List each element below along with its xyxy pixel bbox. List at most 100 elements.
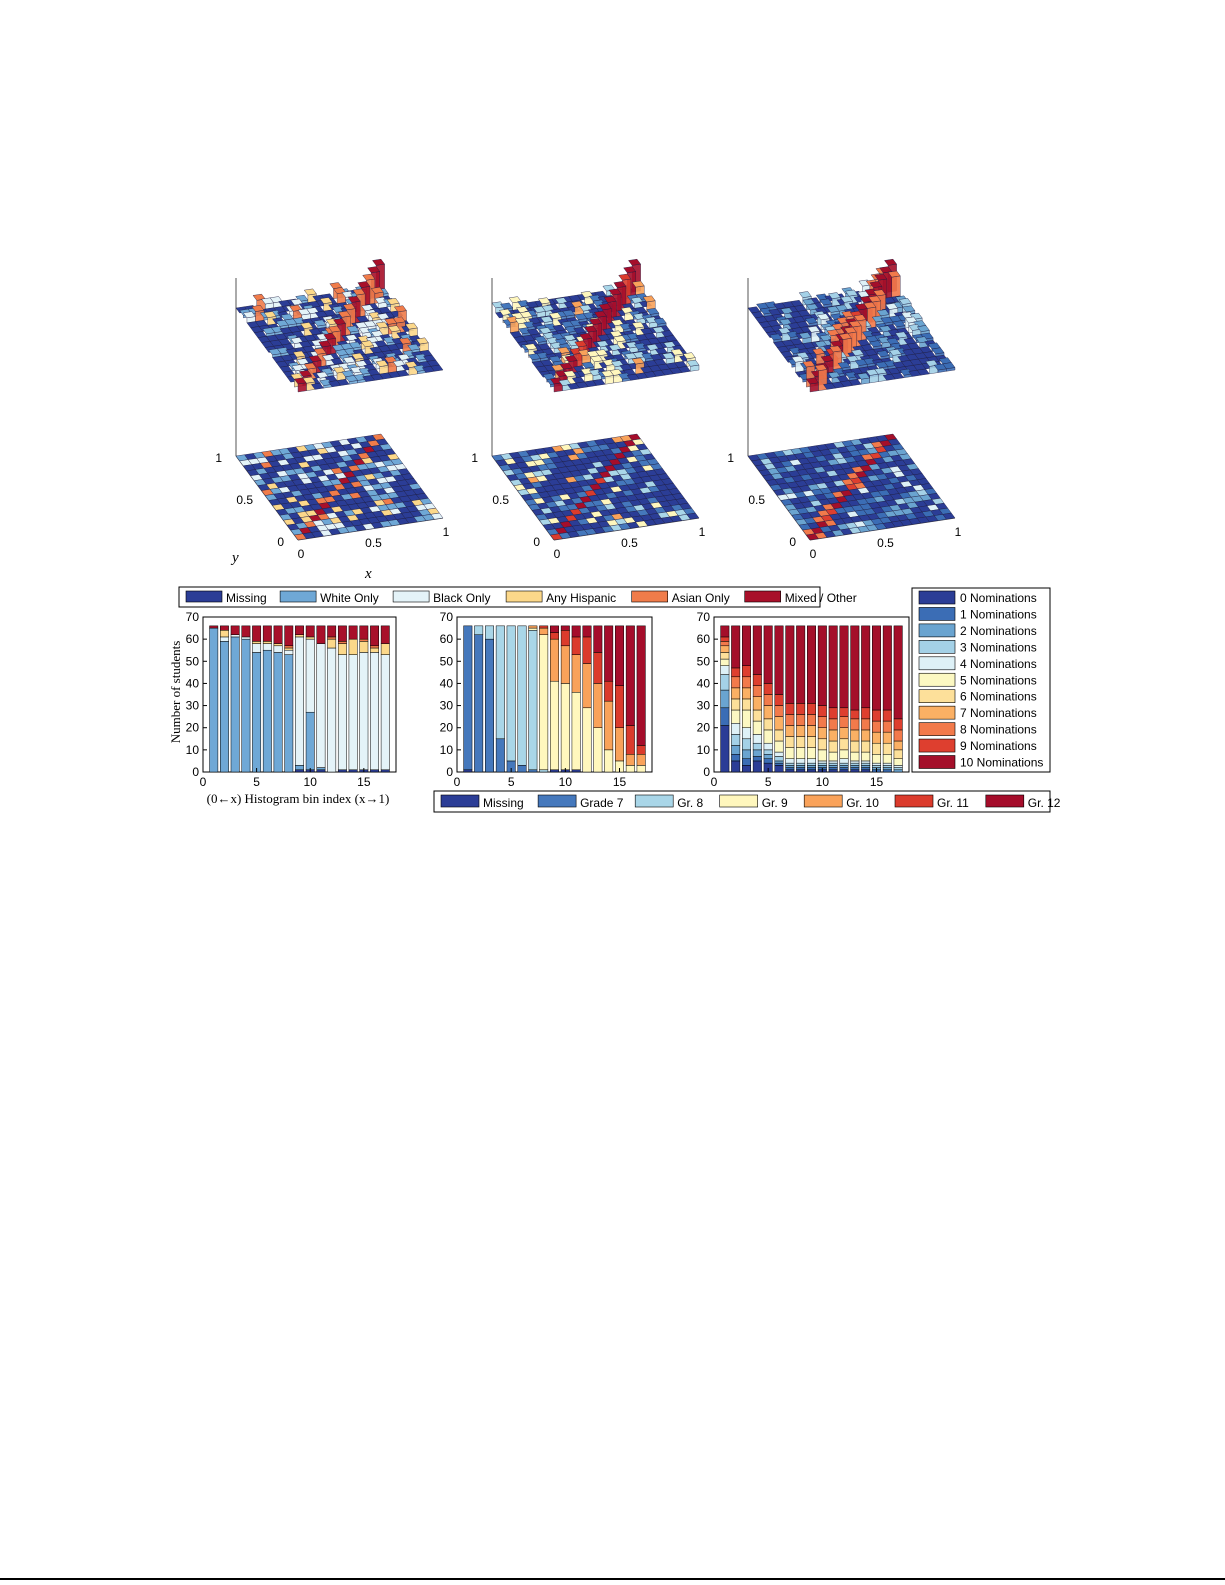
bar-segment [861, 767, 871, 771]
bar-segment [230, 625, 240, 635]
x-tick-label: 0.5 [621, 536, 638, 550]
y-tick-label: 0 [192, 765, 199, 779]
heatmap-cell [942, 512, 956, 520]
surface-bar-top [589, 318, 602, 325]
surface-bar-top [619, 323, 633, 330]
bar-segment [774, 625, 784, 695]
bar-segment [839, 749, 849, 759]
bar-segment [872, 762, 881, 766]
bar-segment [850, 751, 860, 762]
bar-segment [807, 762, 816, 766]
bar-segment [872, 709, 881, 722]
surface-bar-top [590, 355, 604, 363]
surface-bar-top [578, 349, 591, 356]
bar-segment [615, 685, 624, 728]
surface-bar-top [812, 348, 826, 355]
y-axis-label: y [230, 550, 239, 566]
bar-segment [348, 654, 358, 771]
bar-segment [893, 740, 903, 751]
surface-bar-top [352, 288, 366, 296]
bar-segment [861, 751, 871, 762]
surface-bar-top [564, 325, 578, 333]
bar-segment [850, 765, 860, 768]
surface-bar-top [759, 307, 773, 315]
bar-segment [636, 765, 646, 773]
x-tick-label: 10 [304, 775, 318, 789]
surface-bar-top [580, 367, 594, 375]
surface-bar-top [251, 305, 265, 312]
surface-bar-top [574, 340, 588, 348]
surface-bar-top [598, 303, 612, 311]
surface-bar-top [569, 347, 583, 355]
legend-swatch [185, 590, 223, 603]
bar-segment [807, 625, 816, 704]
x-axis-label: x [364, 566, 372, 582]
legend-swatch [918, 640, 956, 654]
surface-bar-top [869, 281, 883, 288]
bar-segment [742, 665, 751, 678]
bar-segment [731, 625, 741, 669]
bar-segment [742, 749, 751, 759]
surface-bar-top [857, 372, 871, 380]
surface-bar-top [353, 373, 367, 381]
y-tick-label: 10 [440, 743, 454, 757]
surface-bar-top [632, 313, 646, 320]
surface-bar-top [303, 362, 317, 370]
bar-segment [571, 636, 581, 655]
surface-bar-top [829, 345, 843, 353]
y-tick-label: 40 [186, 676, 200, 690]
surface-bar-top [579, 333, 593, 340]
legend-label: 0 Nominations [960, 591, 1037, 605]
x-tick-label: 10 [816, 775, 830, 789]
bar-segment [763, 705, 773, 720]
surface-bar-top [311, 382, 324, 390]
bar-segment [872, 731, 881, 744]
bar-segment [774, 751, 784, 757]
y-tick-label: 10 [697, 743, 711, 757]
surface-bar-top [370, 286, 384, 294]
bar-segment [252, 641, 262, 644]
bar-segment [731, 709, 741, 724]
surface-bar-top [853, 314, 867, 322]
x-tick-label: 5 [765, 775, 772, 789]
surface-bar-top [592, 379, 606, 386]
bar-segment [604, 680, 614, 702]
bar-segment [861, 762, 871, 766]
bar-segment [742, 758, 751, 766]
surface-bar-top [341, 290, 355, 298]
x-tick-label: 0.5 [365, 536, 382, 550]
bar-segment [861, 760, 871, 764]
bar-segment [517, 765, 527, 773]
x-tick-label: 0 [298, 547, 305, 561]
surface-bar-top [313, 347, 327, 355]
bar-segment [337, 643, 347, 655]
surface-bar-top [631, 280, 645, 288]
bar-segment [625, 754, 635, 766]
surface-bar-top [769, 333, 783, 341]
bar-segment [571, 769, 581, 773]
legend-label: Any Hispanic [546, 591, 616, 605]
surface-bar-top [631, 321, 645, 329]
bar-segment [828, 718, 838, 731]
bar-segment [861, 625, 871, 709]
bar-segment [582, 707, 592, 773]
bar-segment [560, 630, 570, 647]
bar-segment [817, 727, 827, 740]
surface-bar-side [809, 382, 819, 393]
y-tick-label: 70 [186, 610, 200, 624]
surface-bar-top [817, 313, 830, 321]
bar-segment [230, 636, 240, 773]
surface-bar-top [805, 377, 819, 385]
bar-segment [485, 638, 494, 773]
surface-bar-top [891, 372, 905, 380]
surface-bar-top [844, 371, 858, 379]
legend-swatch [918, 755, 956, 769]
surface-bar-top [348, 341, 362, 349]
surface-bar-side [419, 342, 429, 352]
bar-segment [295, 634, 304, 638]
surface-bar-top [892, 320, 906, 328]
bar-segment [295, 769, 304, 773]
surface-bar-top [362, 273, 376, 281]
bar-segment [582, 625, 592, 638]
bar-segment [882, 709, 892, 722]
